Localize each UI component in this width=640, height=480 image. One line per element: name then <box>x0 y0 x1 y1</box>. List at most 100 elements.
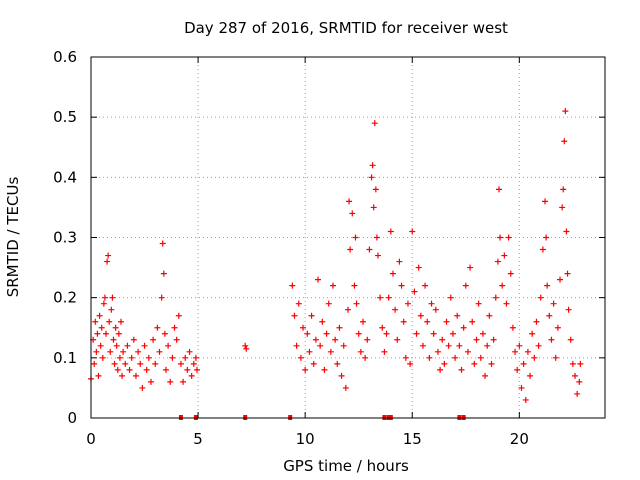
data-point <box>137 360 144 367</box>
data-point <box>321 366 328 373</box>
data-point <box>94 330 101 337</box>
data-point <box>171 324 178 331</box>
data-point <box>366 246 373 253</box>
data-point <box>108 306 115 313</box>
data-point <box>308 312 315 319</box>
data-point <box>139 384 146 391</box>
grid-lines <box>91 57 605 418</box>
data-point <box>92 318 99 325</box>
data-point <box>357 348 364 355</box>
data-point <box>293 342 300 349</box>
data-point <box>501 252 508 259</box>
chart-title: Day 287 of 2016, SRMTID for receiver wes… <box>184 19 508 37</box>
data-point <box>150 336 157 343</box>
data-point <box>499 282 506 289</box>
data-point <box>557 276 564 283</box>
data-point <box>342 384 349 391</box>
data-point <box>186 348 193 355</box>
data-point <box>574 390 581 397</box>
data-point <box>561 138 568 145</box>
data-point <box>312 336 319 343</box>
data-point <box>507 270 514 277</box>
data-point <box>173 336 180 343</box>
y-tick-label: 0.2 <box>53 289 77 307</box>
data-point <box>460 324 467 331</box>
data-point <box>516 342 523 349</box>
data-point <box>559 204 566 211</box>
data-point <box>349 210 356 217</box>
data-point <box>177 360 184 367</box>
data-point <box>327 348 334 355</box>
data-point <box>422 282 429 289</box>
data-point <box>445 342 452 349</box>
data-point <box>577 360 584 367</box>
data-point <box>379 324 386 331</box>
data-point <box>306 348 313 355</box>
data-point <box>484 342 491 349</box>
data-point <box>417 312 424 319</box>
data-point <box>194 366 201 373</box>
data-point <box>527 372 534 379</box>
x-tick-label: 5 <box>193 430 203 448</box>
data-point <box>345 306 351 313</box>
data-point <box>106 318 113 325</box>
data-point <box>512 348 519 355</box>
y-axis-ticks: 0 0.1 0.2 0.3 0.4 0.5 0.6 <box>53 48 605 427</box>
data-point <box>323 330 330 337</box>
data-point <box>452 354 459 361</box>
data-point <box>304 330 311 337</box>
data-point <box>409 228 416 235</box>
data-point <box>454 312 461 319</box>
data-point <box>458 366 465 373</box>
data-point <box>531 354 538 361</box>
data-point <box>130 336 137 343</box>
data-point <box>486 312 493 319</box>
data-point <box>428 300 435 307</box>
data-point <box>117 318 124 325</box>
data-point <box>336 324 343 331</box>
data-point <box>115 330 122 337</box>
data-point <box>479 330 486 337</box>
data-point <box>116 354 123 361</box>
data-point <box>567 336 574 343</box>
data-point <box>289 282 296 289</box>
y-tick-label: 0 <box>67 409 77 427</box>
y-tick-label: 0.1 <box>53 349 77 367</box>
data-point <box>542 198 549 205</box>
data-point <box>424 318 431 325</box>
data-point <box>533 318 540 325</box>
data-point <box>95 372 102 379</box>
data-point <box>325 300 332 307</box>
data-point <box>161 330 168 337</box>
data-point <box>332 336 339 343</box>
data-point <box>188 372 195 379</box>
data-point <box>389 270 396 277</box>
data-point <box>242 342 249 349</box>
data-point <box>190 360 197 367</box>
data-point <box>355 330 362 337</box>
data-point <box>426 354 433 361</box>
data-point <box>434 348 441 355</box>
data-point <box>432 306 439 313</box>
data-point <box>554 324 561 331</box>
data-point <box>518 384 525 391</box>
data-point <box>192 354 199 361</box>
data-point <box>368 174 375 181</box>
data-point <box>503 300 510 307</box>
data-point <box>334 360 341 367</box>
data-point <box>315 276 322 283</box>
data-point <box>112 324 119 331</box>
data-point <box>548 336 555 343</box>
data-point <box>514 366 521 373</box>
data-point <box>387 228 394 235</box>
data-point <box>383 330 390 337</box>
data-point <box>100 300 107 307</box>
data-point <box>93 348 100 355</box>
data-point <box>546 312 553 319</box>
data-point <box>128 354 135 361</box>
data-point <box>396 258 403 265</box>
data-point <box>535 342 542 349</box>
data-point <box>550 300 557 307</box>
data-point <box>562 108 569 115</box>
